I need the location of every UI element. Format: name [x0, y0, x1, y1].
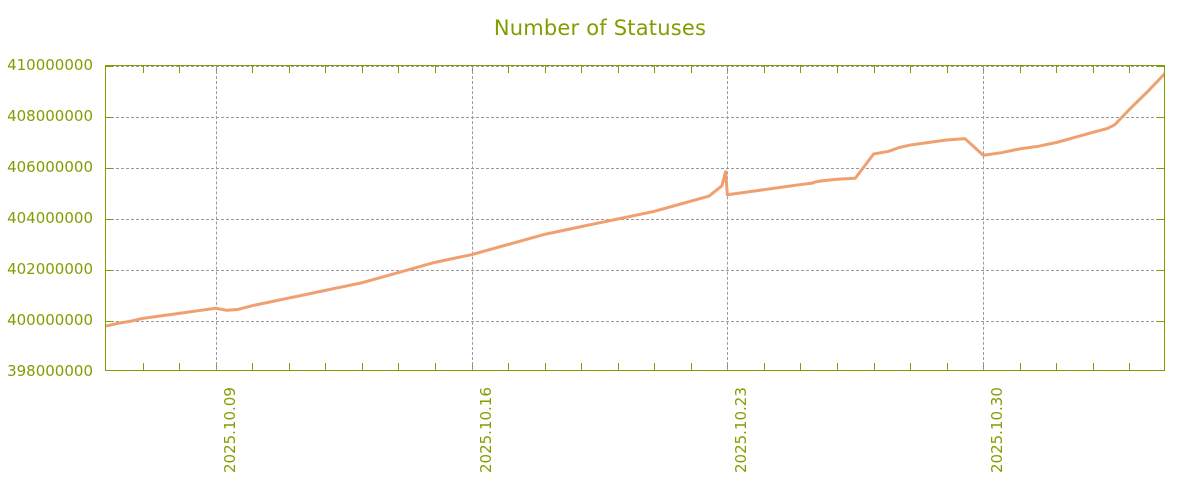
- gridline-horizontal: [106, 321, 1164, 322]
- y-axis-tick: [106, 116, 113, 118]
- x-axis-tick: [361, 66, 363, 73]
- x-axis-tick: [654, 66, 656, 73]
- gridline-horizontal: [106, 66, 1164, 67]
- x-axis-tick: [581, 66, 583, 73]
- x-axis-tick: [837, 66, 839, 73]
- x-axis-label: 2025.10.30: [988, 387, 1007, 473]
- x-axis-tick: [654, 363, 656, 370]
- y-axis-tick: [1157, 66, 1164, 67]
- x-axis-tick: [544, 363, 546, 370]
- x-axis-tick: [179, 66, 181, 73]
- x-axis-tick: [1129, 363, 1131, 370]
- y-axis-label: 400000000: [7, 311, 93, 329]
- x-axis-tick: [179, 363, 181, 370]
- y-axis-tick: [106, 320, 113, 322]
- x-axis-tick: [1056, 66, 1058, 73]
- x-axis-tick: [398, 66, 400, 73]
- gridline-vertical: [983, 66, 985, 370]
- y-axis-tick: [1157, 167, 1164, 169]
- x-axis-tick: [398, 363, 400, 370]
- x-axis-tick: [946, 66, 948, 73]
- y-axis-label: 406000000: [7, 158, 93, 176]
- x-axis-tick: [837, 363, 839, 370]
- plot-area: [105, 65, 1165, 371]
- y-axis-tick: [1157, 269, 1164, 271]
- gridline-vertical: [727, 66, 729, 370]
- gridline-horizontal: [106, 270, 1164, 271]
- y-axis-tick: [1157, 116, 1164, 118]
- gridline-vertical: [215, 66, 217, 370]
- x-axis-label: 2025.10.16: [476, 387, 495, 473]
- y-axis-label: 404000000: [7, 209, 93, 227]
- gridline-horizontal: [106, 168, 1164, 169]
- y-axis-tick: [1157, 320, 1164, 322]
- x-axis-tick: [288, 66, 290, 73]
- y-axis-tick: [106, 167, 113, 169]
- plot-inner: [106, 66, 1164, 370]
- x-axis-tick: [508, 363, 510, 370]
- x-axis-tick: [873, 363, 875, 370]
- x-axis-tick: [325, 363, 327, 370]
- y-axis-tick: [106, 269, 113, 271]
- y-axis-label: 398000000: [7, 362, 93, 380]
- y-axis-tick: [1157, 218, 1164, 220]
- x-axis-tick: [288, 363, 290, 370]
- x-axis-tick: [252, 66, 254, 73]
- gridline-vertical: [471, 66, 473, 370]
- x-axis-tick: [325, 66, 327, 73]
- x-axis-tick: [1092, 66, 1094, 73]
- x-axis-tick: [873, 66, 875, 73]
- x-axis-tick: [142, 66, 144, 73]
- x-axis-tick: [946, 363, 948, 370]
- x-axis-tick: [434, 363, 436, 370]
- y-axis-label: 402000000: [7, 260, 93, 278]
- x-axis-tick: [763, 66, 765, 73]
- x-axis-tick: [544, 66, 546, 73]
- x-axis-tick: [800, 66, 802, 73]
- x-axis-tick: [252, 363, 254, 370]
- x-axis-tick: [581, 363, 583, 370]
- x-axis-tick: [690, 363, 692, 370]
- x-axis-tick: [617, 363, 619, 370]
- x-axis-tick: [508, 66, 510, 73]
- x-axis-tick: [434, 66, 436, 73]
- series-layer: [106, 72, 1164, 328]
- x-axis-tick: [690, 66, 692, 73]
- x-axis-tick: [800, 363, 802, 370]
- x-axis-tick: [1019, 363, 1021, 370]
- gridline-horizontal: [106, 219, 1164, 220]
- series-line: [106, 72, 1164, 328]
- y-axis-tick: [106, 66, 113, 67]
- x-axis-tick: [617, 66, 619, 73]
- x-axis-tick: [1019, 66, 1021, 73]
- x-axis-label: 2025.10.23: [732, 387, 751, 473]
- x-axis-label: 2025.10.09: [220, 387, 239, 473]
- y-axis-tick: [106, 218, 113, 220]
- x-axis-tick: [910, 66, 912, 73]
- x-axis-tick: [1056, 363, 1058, 370]
- x-axis-tick: [910, 363, 912, 370]
- x-axis-tick: [1092, 363, 1094, 370]
- x-axis-tick: [763, 363, 765, 370]
- chart-title: Number of Statuses: [493, 16, 707, 40]
- gridline-horizontal: [106, 117, 1164, 118]
- x-axis-tick: [142, 363, 144, 370]
- x-axis-tick: [1129, 66, 1131, 73]
- y-axis-label: 408000000: [7, 107, 93, 125]
- x-axis-tick: [361, 363, 363, 370]
- y-axis-label: 410000000: [7, 56, 93, 74]
